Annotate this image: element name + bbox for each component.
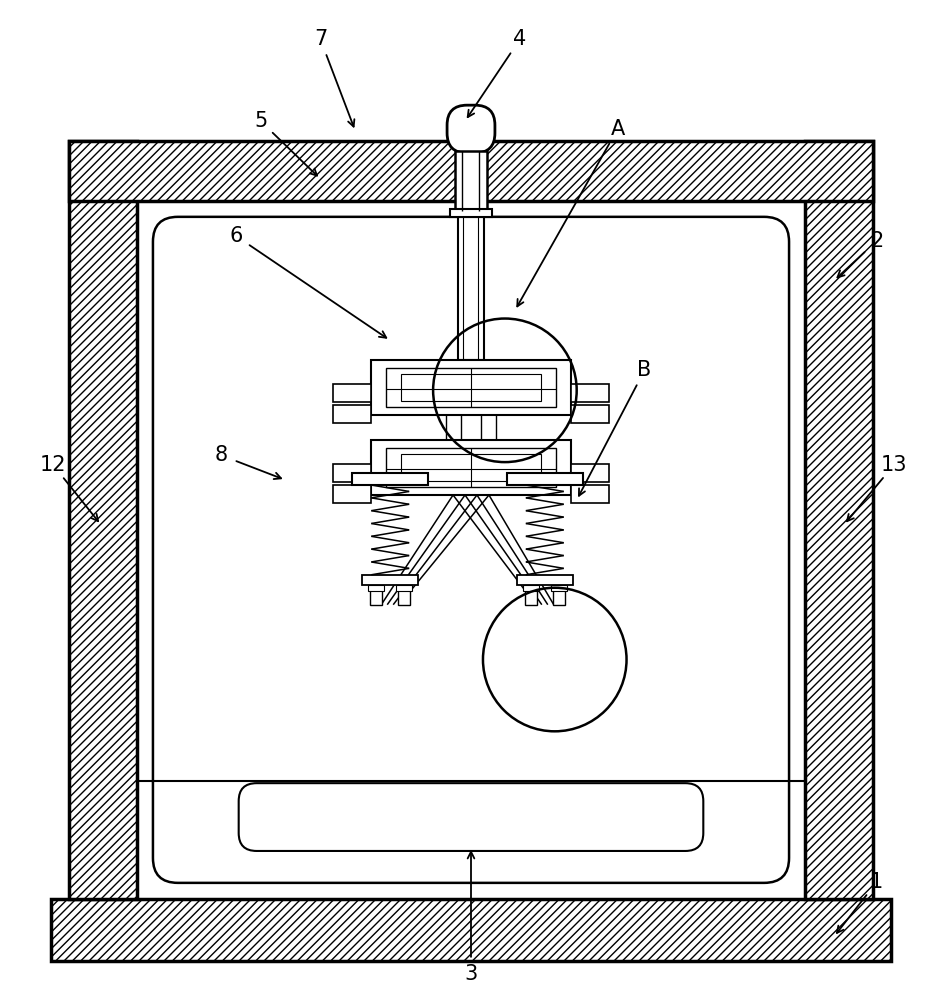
Bar [571, 405, 609, 423]
Bar [51, 899, 891, 961]
Bar [333, 485, 371, 503]
Bar [805, 141, 873, 899]
Bar [571, 384, 609, 402]
Text: 13: 13 [881, 455, 907, 475]
Bar [401, 374, 541, 401]
Bar [370, 589, 382, 605]
Bar [333, 384, 371, 402]
Bar [507, 473, 583, 485]
Bar [551, 585, 567, 591]
Bar [371, 440, 571, 495]
Bar [371, 360, 571, 415]
Text: B: B [638, 360, 652, 380]
Bar [363, 575, 418, 585]
Bar [401, 454, 541, 481]
Bar [517, 575, 573, 585]
Bar [386, 448, 556, 487]
Bar [397, 585, 413, 591]
Text: 12: 12 [40, 455, 67, 475]
Bar [69, 141, 873, 201]
Text: 2: 2 [870, 231, 884, 251]
Text: 1: 1 [870, 872, 884, 892]
Bar [352, 473, 428, 485]
Text: 7: 7 [314, 29, 327, 49]
Text: A: A [610, 119, 625, 139]
Bar [571, 485, 609, 503]
FancyBboxPatch shape [447, 105, 495, 153]
Bar [333, 405, 371, 423]
Bar [137, 201, 805, 899]
Text: 4: 4 [513, 29, 527, 49]
Text: 8: 8 [214, 445, 227, 465]
Bar [368, 585, 384, 591]
Text: 3: 3 [464, 964, 478, 984]
Bar [333, 464, 371, 482]
Bar [455, 151, 487, 211]
FancyBboxPatch shape [238, 783, 704, 851]
FancyBboxPatch shape [153, 217, 789, 883]
Bar [386, 368, 556, 407]
Text: 5: 5 [254, 111, 268, 131]
Bar [525, 589, 537, 605]
Bar [553, 589, 564, 605]
Bar [458, 217, 484, 360]
Bar [398, 589, 410, 605]
Bar [571, 464, 609, 482]
Bar [69, 141, 137, 899]
Bar [450, 209, 492, 217]
Text: 6: 6 [229, 226, 242, 246]
Bar [523, 585, 539, 591]
